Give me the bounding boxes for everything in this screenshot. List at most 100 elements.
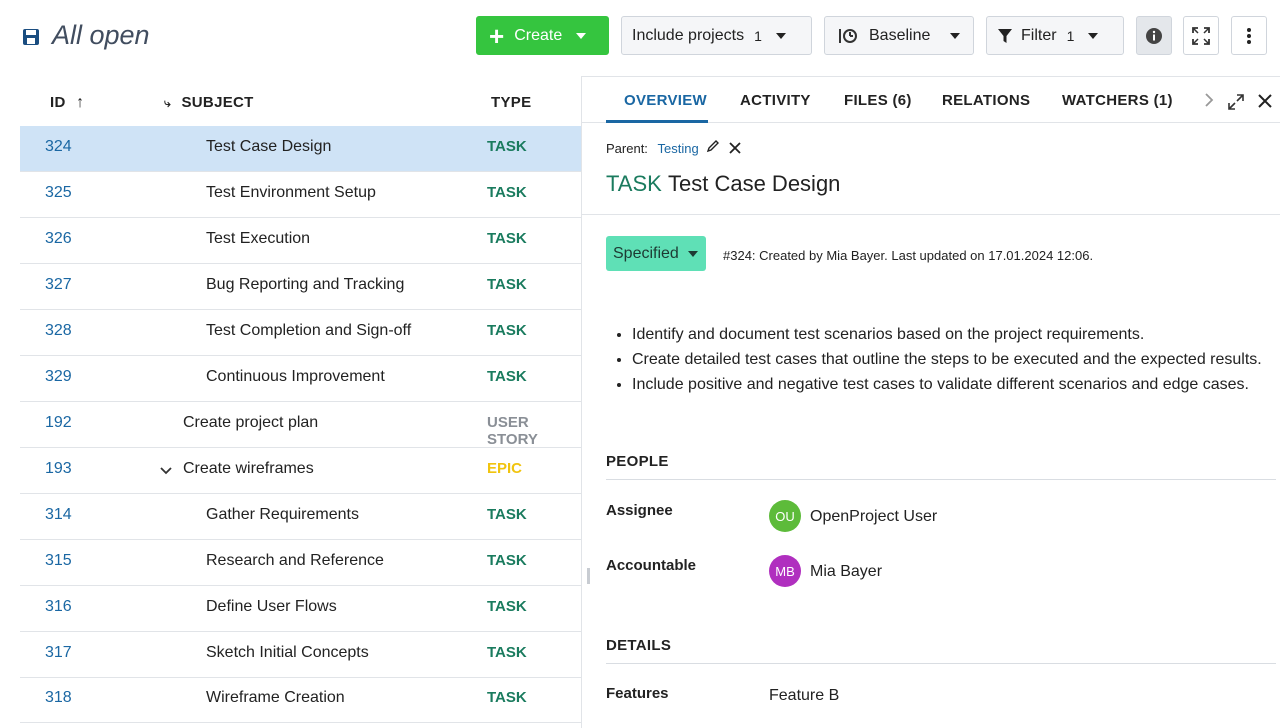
row-id[interactable]: 328	[45, 322, 72, 339]
table-row[interactable]: 314 Gather Requirements TASK	[20, 494, 581, 540]
chevron-right-icon[interactable]	[1204, 93, 1214, 107]
row-type: TASK	[487, 322, 527, 339]
table-row[interactable]: 329 Continuous Improvement TASK	[20, 356, 581, 402]
assignee-value[interactable]: OpenProject User	[810, 508, 938, 525]
column-header-type[interactable]: TYPE	[491, 94, 531, 111]
include-projects-button[interactable]: Include projects 1	[621, 16, 812, 55]
save-icon[interactable]	[22, 28, 40, 46]
parent-label: Parent:	[606, 141, 648, 156]
row-subject[interactable]: Sketch Initial Concepts	[206, 644, 369, 661]
status-label: Specified	[613, 244, 679, 262]
row-type: TASK	[487, 506, 527, 523]
filter-button[interactable]: Filter 1	[986, 16, 1124, 55]
table-row[interactable]: 316 Define User Flows TASK	[20, 586, 581, 632]
row-id[interactable]: 316	[45, 598, 72, 615]
accountable-value[interactable]: Mia Bayer	[810, 563, 883, 580]
baseline-button[interactable]: Baseline	[824, 16, 974, 55]
tab-relations[interactable]: RELATIONS	[942, 92, 1031, 109]
description-item: Create detailed test cases that outline …	[632, 347, 1262, 372]
divider	[582, 214, 1280, 215]
fullscreen-button[interactable]	[1183, 16, 1219, 55]
column-header-id[interactable]: ID ↑	[50, 94, 84, 112]
tab-files[interactable]: FILES (6)	[844, 92, 912, 109]
split-resize-handle[interactable]	[587, 568, 590, 584]
table-row[interactable]: 315 Research and Reference TASK	[20, 540, 581, 586]
filter-icon	[998, 28, 1012, 43]
create-label: Create	[514, 26, 563, 44]
filter-count: 1	[1066, 27, 1075, 44]
row-type: USER STORY	[487, 414, 538, 448]
work-package-title[interactable]: Test Case Design	[668, 171, 841, 196]
table-row[interactable]: 193 Create wireframes EPIC	[20, 448, 581, 494]
row-type: TASK	[487, 689, 527, 706]
row-subject[interactable]: Test Execution	[206, 230, 311, 247]
details-pane: OVERVIEW ACTIVITY FILES (6) RELATIONS WA…	[581, 76, 1280, 728]
row-subject[interactable]: Create wireframes	[183, 460, 314, 477]
table-row[interactable]: 325 Test Environment Setup TASK	[20, 172, 581, 218]
plus-icon: +	[489, 20, 505, 51]
caret-down-icon	[1088, 32, 1099, 39]
table-row[interactable]: 192 Create project plan USER STORY	[20, 402, 581, 448]
row-id[interactable]: 318	[45, 689, 72, 706]
row-subject[interactable]: Test Environment Setup	[206, 184, 376, 201]
row-id[interactable]: 326	[45, 230, 72, 247]
row-subject[interactable]: Research and Reference	[206, 552, 384, 569]
description-item: Identify and document test scenarios bas…	[632, 322, 1262, 347]
table-row[interactable]: 318 Wireframe Creation TASK	[20, 677, 581, 723]
details-tabs: OVERVIEW ACTIVITY FILES (6) RELATIONS WA…	[582, 77, 1280, 123]
pencil-icon[interactable]	[706, 139, 720, 153]
more-options-button[interactable]	[1231, 16, 1267, 55]
tab-watchers[interactable]: WATCHERS (1)	[1062, 92, 1173, 109]
row-subject[interactable]: Gather Requirements	[206, 506, 359, 523]
table-row[interactable]: 327 Bug Reporting and Tracking TASK	[20, 264, 581, 310]
close-icon[interactable]	[1258, 94, 1272, 108]
row-type: TASK	[487, 230, 527, 247]
row-subject[interactable]: Continuous Improvement	[206, 368, 385, 385]
row-id[interactable]: 314	[45, 506, 72, 523]
tab-activity[interactable]: ACTIVITY	[740, 92, 811, 109]
row-type: TASK	[487, 598, 527, 615]
create-button[interactable]: + Create	[476, 16, 609, 55]
row-id[interactable]: 315	[45, 552, 72, 569]
avatar: MB	[769, 555, 801, 587]
row-id[interactable]: 193	[45, 460, 72, 477]
expand-icon[interactable]	[1228, 94, 1244, 110]
row-subject[interactable]: Test Case Design	[206, 138, 332, 155]
features-value[interactable]: Feature B	[769, 687, 840, 704]
avatar: OU	[769, 500, 801, 532]
row-id[interactable]: 317	[45, 644, 72, 661]
details-section-title: DETAILS	[606, 637, 672, 654]
table-row[interactable]: 328 Test Completion and Sign-off TASK	[20, 310, 581, 356]
table-row[interactable]: 317 Sketch Initial Concepts TASK	[20, 632, 581, 678]
row-id[interactable]: 327	[45, 276, 72, 293]
table-row[interactable]: 324 Test Case Design TASK	[20, 126, 581, 172]
table-row[interactable]: 326 Test Execution TASK	[20, 218, 581, 264]
row-id[interactable]: 329	[45, 368, 72, 385]
chevron-down-icon[interactable]	[160, 466, 172, 476]
row-subject[interactable]: Define User Flows	[206, 598, 337, 615]
remove-parent-icon[interactable]	[729, 142, 741, 154]
more-vertical-icon	[1247, 27, 1251, 44]
row-id[interactable]: 324	[45, 138, 72, 155]
parent-link[interactable]: Testing	[657, 141, 699, 156]
row-subject[interactable]: Test Completion and Sign-off	[206, 322, 412, 339]
row-type: TASK	[487, 138, 527, 155]
row-subject[interactable]: Bug Reporting and Tracking	[206, 276, 405, 293]
row-subject[interactable]: Create project plan	[183, 414, 319, 431]
include-projects-count: 1	[754, 27, 762, 44]
description[interactable]: Identify and document test scenarios bas…	[632, 322, 1262, 397]
column-type-label: TYPE	[491, 94, 532, 111]
row-subject[interactable]: Wireframe Creation	[206, 689, 345, 706]
include-projects-label: Include projects	[632, 26, 745, 44]
row-type: TASK	[487, 644, 527, 661]
column-header-subject[interactable]: ⤷ SUBJECT	[164, 94, 254, 111]
tab-overview[interactable]: OVERVIEW	[624, 92, 707, 109]
section-divider	[606, 663, 1276, 664]
work-package-table: ID ↑ ⤷ SUBJECT TYPE 324 Test Case Design…	[20, 80, 581, 728]
row-id[interactable]: 325	[45, 184, 72, 201]
row-id[interactable]: 192	[45, 414, 72, 431]
status-dropdown[interactable]: Specified	[606, 236, 706, 271]
table-header: ID ↑ ⤷ SUBJECT TYPE	[20, 80, 581, 126]
row-type: TASK	[487, 368, 527, 385]
info-button[interactable]	[1136, 16, 1172, 55]
